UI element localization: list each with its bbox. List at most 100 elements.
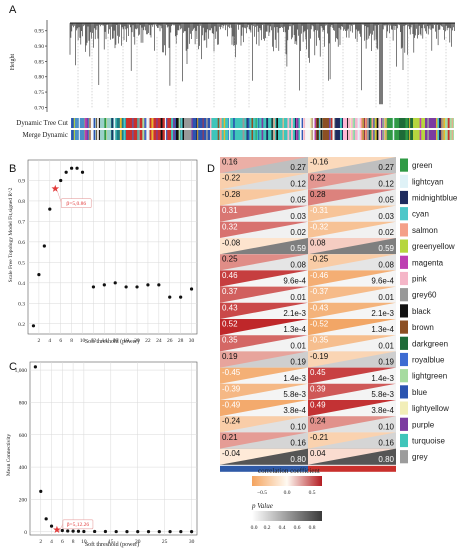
merge-color-segment: [174, 130, 176, 140]
data-point: [64, 170, 68, 174]
trait-bar: [220, 465, 308, 472]
merge-color-segment: [357, 130, 360, 140]
merge-color-segment: [261, 130, 264, 140]
module-swatch: [400, 239, 408, 253]
module-color-streak: [296, 118, 299, 128]
ytick-label: 800: [19, 400, 28, 406]
merge-color-segment: [106, 130, 107, 140]
xtick-label: 16: [112, 338, 118, 344]
heatmap-p-value: 0.19: [378, 358, 394, 367]
heatmap-r-triangle: [220, 221, 308, 238]
data-point: [125, 530, 129, 534]
merge-color-segment: [309, 130, 312, 140]
merge-color-segment: [142, 130, 145, 140]
heatmap-p-value: 0.10: [290, 422, 306, 431]
merge-color-segment: [113, 130, 116, 140]
data-point: [60, 528, 64, 533]
merge-color-segment: [379, 130, 381, 140]
ytick-label: 1,000: [15, 368, 28, 374]
data-point: [124, 285, 128, 289]
heatmap-r-triangle: [308, 173, 396, 190]
module-color-streak: [202, 118, 204, 128]
merge-color-segment: [164, 130, 166, 140]
merge-color-segment: [146, 130, 149, 140]
merge-color-segment: [202, 130, 204, 140]
heatmap-r-triangle: [220, 335, 308, 352]
heatmap-r-triangle: [308, 157, 396, 174]
module-name: salmon: [412, 226, 438, 235]
module-name: lightcyan: [412, 177, 444, 186]
plot-c: 0 200 400 600 800 1,000 2 4 6 8 10 15 20 25 30 β=5,12.2…: [15, 361, 198, 545]
heatmap-p-value: 0.16: [378, 439, 394, 448]
module-color-segment: [413, 118, 425, 128]
data-point: [91, 285, 96, 289]
merge-color-segment: [413, 130, 425, 140]
xtick-label: 26: [167, 338, 173, 344]
module-color-streak: [219, 118, 222, 128]
module-name: lightgreen: [412, 372, 447, 381]
module-color-streak: [119, 118, 122, 128]
ytick-label: 0.8: [18, 199, 25, 205]
data-point: [82, 529, 86, 534]
dendro-ytick: 0.75: [34, 90, 44, 96]
module-color-streak: [301, 118, 303, 128]
merge-color-segment: [89, 130, 91, 140]
ytick-label: 0.2: [18, 322, 25, 328]
merge-color-segment: [438, 130, 441, 140]
module-color-streak: [314, 118, 316, 128]
heatmap-p-value: 2.1e-3: [371, 309, 394, 318]
module-color-streak: [384, 118, 386, 128]
merge-color-segment: [84, 130, 87, 140]
module-color-streak: [385, 118, 387, 128]
module-swatch: [400, 190, 408, 205]
merge-color-segment: [123, 130, 126, 140]
merge-color-segment: [171, 130, 174, 140]
data-point: [71, 529, 75, 533]
merge-color-segment: [119, 130, 122, 140]
merge-color-segment: [96, 130, 98, 140]
merge-color-segment: [447, 130, 450, 140]
merge-color-segment: [301, 130, 303, 140]
merge-color-segment: [95, 130, 97, 140]
heatmap-legends: correlation coefficient p Value −0.5 0.0 0…: [251, 467, 322, 531]
merge-color-segment: [217, 130, 219, 140]
module-name: royalblue: [412, 356, 445, 365]
merge-color-segment: [314, 130, 316, 140]
merge-color-segment: [273, 130, 275, 140]
module-color-streak: [156, 118, 158, 128]
data-point: [103, 529, 108, 534]
module-color-streak: [309, 118, 312, 128]
module-color-streak: [168, 118, 171, 128]
merge-color-segment: [166, 130, 168, 140]
data-point: [76, 529, 81, 533]
merge-color-segment: [442, 130, 444, 140]
heatmap-r-value: 0.37: [222, 287, 238, 296]
data-point: [59, 178, 63, 183]
heatmap-p-value: 0.10: [378, 422, 394, 431]
merge-color-segment: [137, 130, 139, 140]
module-name: brown: [412, 323, 434, 332]
merge-color-segment: [405, 130, 408, 140]
legend-p-tick: 0.4: [279, 525, 286, 531]
module-color-streak: [437, 118, 440, 128]
module-color-streak: [261, 118, 264, 128]
merge-color-segment: [434, 130, 437, 140]
heatmap-r-value: 0.24: [310, 417, 326, 426]
heatmap-r-value: 0.04: [310, 449, 326, 458]
xtick-label: 4: [48, 338, 51, 344]
merge-color-segment: [437, 130, 440, 140]
module-color-streak: [365, 118, 367, 128]
module-name: cyan: [412, 210, 429, 219]
heatmap-p-value: 0.08: [378, 260, 394, 269]
module-color-streak: [276, 118, 278, 128]
highlight-star: [53, 525, 61, 533]
merge-color-segment: [196, 130, 198, 140]
module-color-streak: [422, 118, 424, 128]
heatmap-p-value: 2.1e-3: [283, 309, 306, 318]
merge-color-segment: [296, 130, 299, 140]
merge-color-segment: [78, 130, 80, 140]
merge-color-segment: [184, 130, 192, 140]
heatmap-r-triangle: [308, 189, 396, 206]
heatmap-r-triangle: [308, 383, 396, 400]
module-color-streak: [164, 118, 166, 128]
